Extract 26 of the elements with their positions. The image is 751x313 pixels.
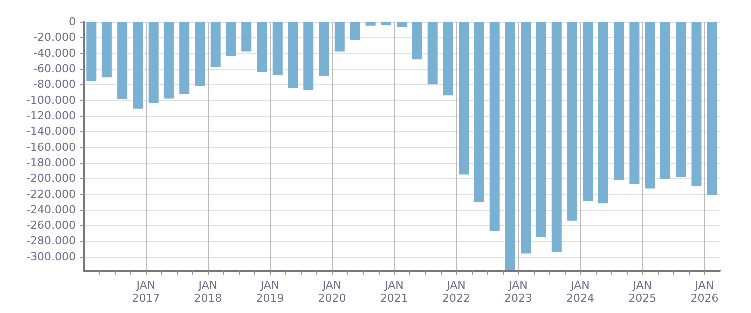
x-tick-label: JAN 2022 <box>442 279 470 305</box>
y-tick-label: -200.000 <box>26 172 76 186</box>
y-tick-label: -120.000 <box>26 109 76 122</box>
x-tick-label: JAN 2024 <box>566 279 594 305</box>
y-tick-label: -220.000 <box>26 188 76 201</box>
y-tick-label: -280.000 <box>26 234 76 248</box>
y-tick-label: -300.000 <box>26 250 76 264</box>
x-tick-label: JAN 2018 <box>194 279 222 305</box>
y-tick-label: -100.000 <box>26 94 76 107</box>
y-tick-label: -20.000 <box>34 31 76 44</box>
y-tick-label: -40.000 <box>34 46 76 60</box>
y-tick-label: -260.000 <box>26 219 76 232</box>
x-tick-label: JAN 2017 <box>132 279 160 305</box>
y-tick-label: -160.000 <box>26 140 76 154</box>
x-tick-label: JAN 2020 <box>318 279 346 305</box>
y-tick-label: -80.000 <box>34 78 76 92</box>
y-tick-label: -140.000 <box>26 125 76 138</box>
x-tick-label: JAN 2019 <box>256 279 284 305</box>
y-tick-label: 0 <box>69 16 76 28</box>
x-tick-label: JAN 2021 <box>380 279 408 305</box>
y-tick-label: -60.000 <box>34 62 76 76</box>
x-tick-label: JAN 2026 <box>690 279 719 305</box>
x-tick-label: JAN 2025 <box>628 279 657 305</box>
y-tick-label: -180.000 <box>26 156 76 170</box>
x-tick-label: JAN 2023 <box>504 279 532 305</box>
y-tick-label: -240.000 <box>26 203 76 216</box>
